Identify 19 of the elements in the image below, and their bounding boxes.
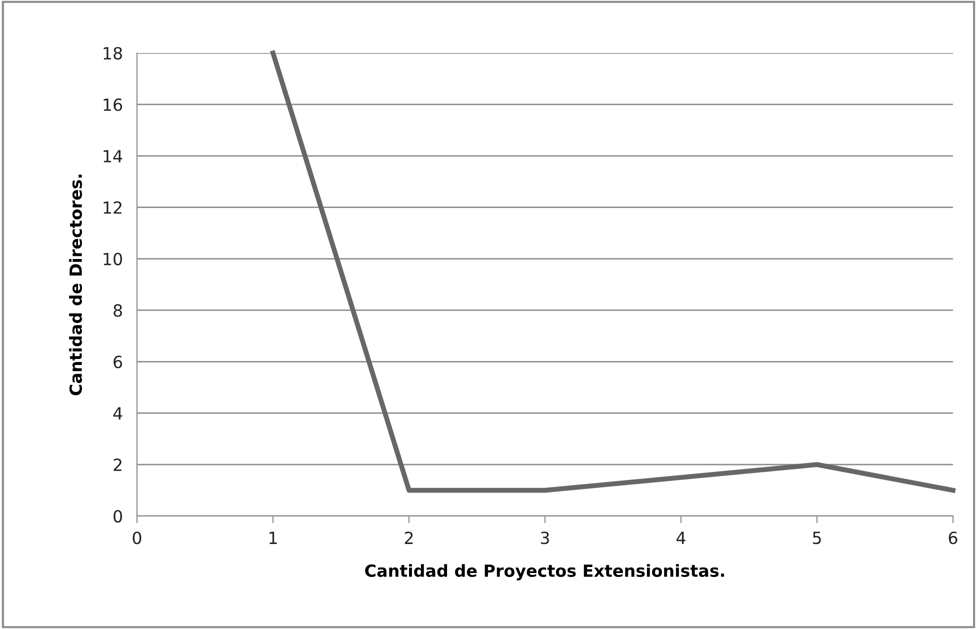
x-tick-label: 6 (948, 532, 958, 544)
y-tick-label: 16 (104, 98, 122, 112)
x-tick-label: 5 (812, 532, 821, 544)
y-tick-label: 12 (104, 201, 122, 214)
x-tick-label: 4 (676, 532, 686, 544)
y-tick-label: 2 (114, 458, 122, 471)
y-tick-label: 18 (104, 46, 122, 60)
x-tick-label: 1 (270, 532, 277, 544)
y-tick-label: 8 (114, 304, 122, 317)
y-tick-label: 14 (104, 150, 122, 162)
y-tick-label: 6 (114, 356, 122, 368)
x-tick-label: 2 (404, 532, 413, 544)
y-tick-label: 0 (114, 510, 122, 523)
y-tick-label: 10 (104, 252, 122, 266)
x-axis-title: Cantidad de Proyectos Extensionistas. (365, 564, 724, 580)
x-tick-label: 3 (540, 532, 549, 544)
y-tick-label: 4 (113, 407, 122, 420)
y-axis-title: Cantidad de Directores. (69, 174, 82, 396)
x-tick-label: 0 (132, 532, 142, 544)
